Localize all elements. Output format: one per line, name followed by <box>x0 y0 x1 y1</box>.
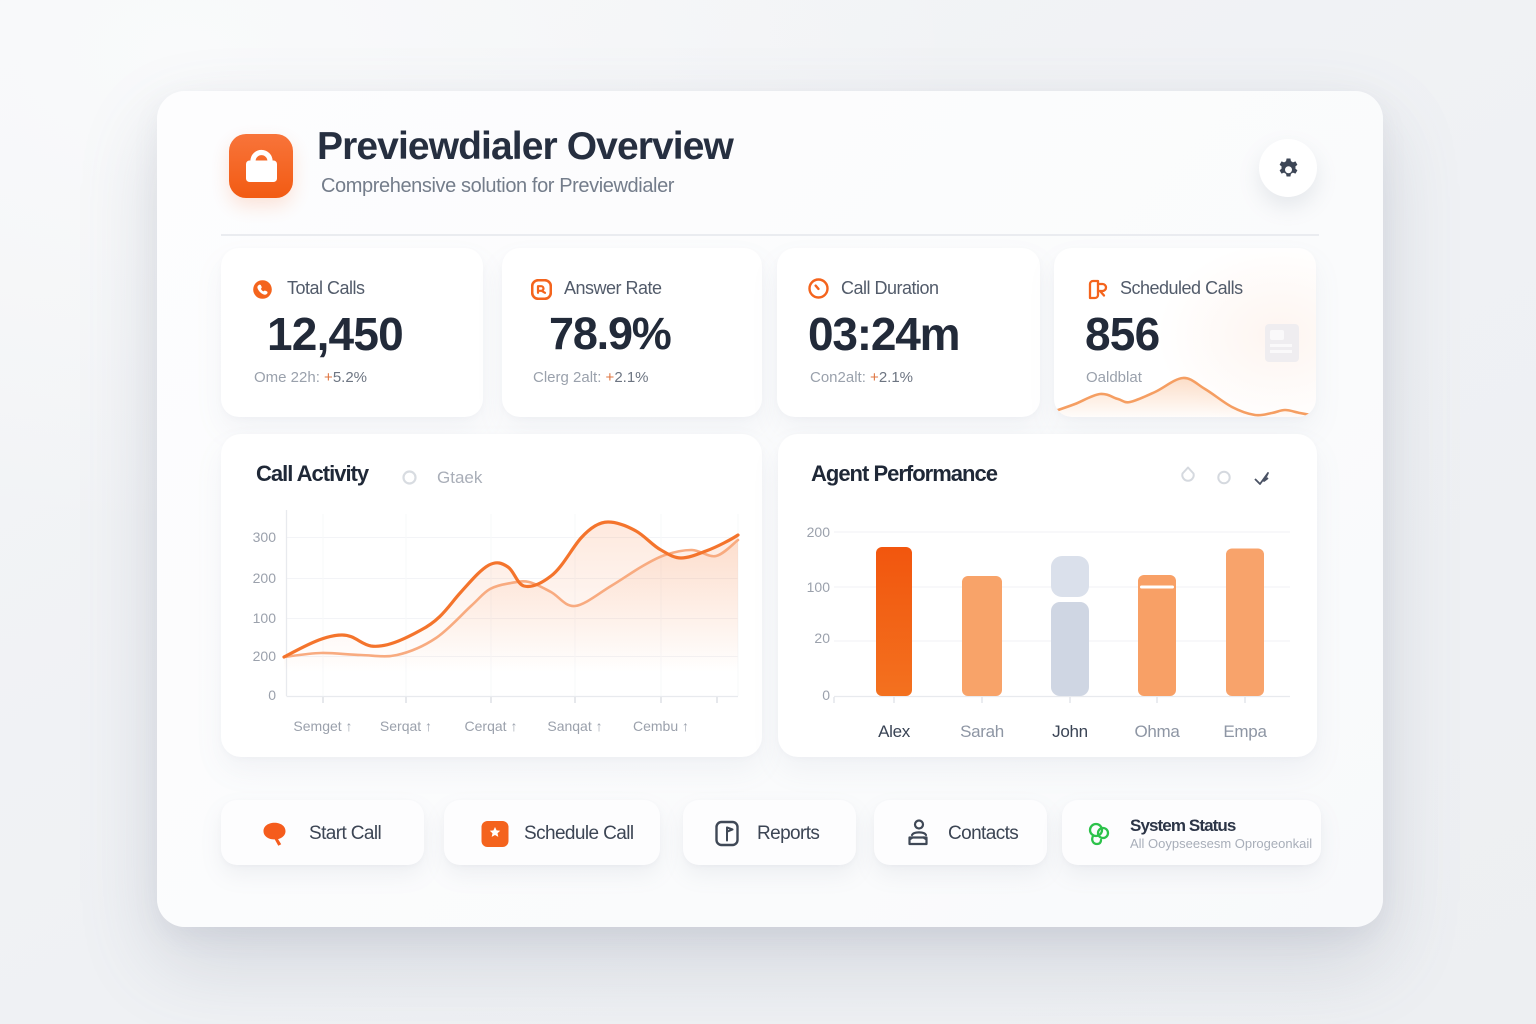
svg-text:200: 200 <box>253 648 277 664</box>
svg-text:200: 200 <box>807 524 831 540</box>
svg-text:Sanqat ↑: Sanqat ↑ <box>547 718 602 734</box>
svg-text:0: 0 <box>822 687 830 703</box>
svg-text:Ohma: Ohma <box>1134 722 1180 741</box>
svg-text:100: 100 <box>807 579 831 595</box>
svg-text:100: 100 <box>253 610 277 626</box>
svg-text:Cembu ↑: Cembu ↑ <box>633 718 689 734</box>
svg-text:Cerqat ↑: Cerqat ↑ <box>465 718 518 734</box>
svg-text:Serqat ↑: Serqat ↑ <box>380 718 432 734</box>
svg-text:Semget ↑: Semget ↑ <box>293 718 352 734</box>
svg-text:Empa: Empa <box>1223 722 1267 741</box>
svg-text:0: 0 <box>268 687 276 703</box>
svg-text:20: 20 <box>814 630 830 646</box>
svg-text:Alex: Alex <box>878 722 911 741</box>
svg-text:200: 200 <box>253 570 277 586</box>
svg-text:300: 300 <box>253 529 277 545</box>
svg-text:John: John <box>1052 722 1088 741</box>
svg-text:Sarah: Sarah <box>960 722 1004 741</box>
